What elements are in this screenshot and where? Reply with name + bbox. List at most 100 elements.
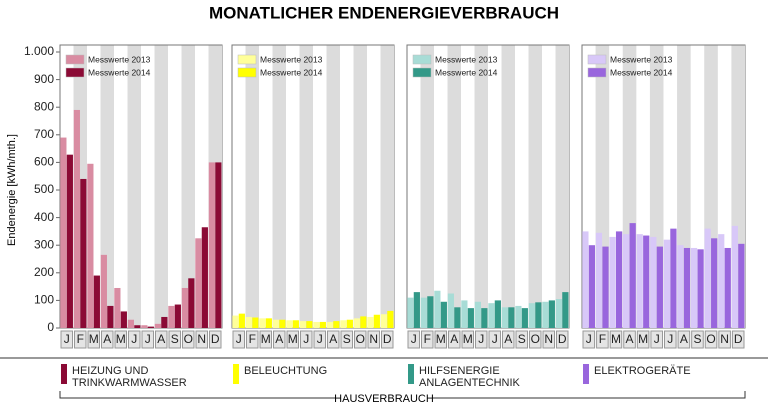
x-tick-label: N	[369, 332, 378, 346]
month-box	[259, 330, 272, 349]
legend-swatch	[587, 54, 607, 65]
month-box	[354, 330, 367, 349]
bar	[306, 321, 313, 328]
bar	[272, 319, 279, 328]
bar	[602, 246, 609, 328]
legend-swatch	[412, 67, 432, 78]
x-tick-label: M	[436, 332, 446, 346]
bar	[195, 238, 202, 328]
y-tick-label: 400	[34, 210, 54, 224]
legend-label: Messwerte 2013	[260, 54, 323, 64]
bar	[521, 308, 528, 328]
month-box	[475, 330, 488, 349]
x-tick-label: F	[77, 332, 84, 346]
bar	[697, 249, 704, 328]
bar	[154, 323, 161, 328]
bar	[643, 235, 650, 328]
bar	[677, 245, 684, 328]
bar	[447, 293, 454, 328]
x-tick-label: M	[288, 332, 298, 346]
legend-swatch	[587, 67, 607, 78]
category-label: BELEUCHTUNG	[244, 365, 328, 377]
month-box	[182, 330, 195, 349]
bar	[147, 326, 154, 328]
bar	[174, 304, 181, 328]
bar	[413, 292, 420, 328]
category-swatch	[233, 364, 239, 384]
category-swatch	[61, 364, 67, 384]
bar	[120, 311, 127, 328]
stripe	[353, 45, 367, 328]
bar	[373, 314, 380, 328]
x-tick-label: J	[131, 332, 137, 346]
bar	[319, 321, 326, 328]
month-box	[596, 330, 609, 349]
stripe	[299, 45, 313, 328]
y-tick-label: 0	[47, 320, 54, 334]
bar	[127, 319, 134, 328]
x-tick-label: J	[586, 332, 592, 346]
bar	[114, 287, 121, 328]
x-tick-label: M	[463, 332, 473, 346]
x-tick-label: M	[116, 332, 126, 346]
month-box	[650, 330, 664, 349]
bar	[656, 246, 663, 328]
stripe	[501, 45, 515, 328]
legend-label: Messwerte 2014	[610, 67, 673, 77]
month-box	[582, 330, 596, 349]
stripe	[272, 45, 286, 328]
month-box	[609, 330, 623, 349]
bar	[367, 316, 374, 328]
month-box	[87, 330, 100, 349]
stripe	[326, 45, 340, 328]
bar	[461, 300, 468, 328]
y-tick-label: 300	[34, 237, 54, 251]
x-tick-label: O	[531, 332, 540, 346]
bar	[326, 321, 333, 328]
bar	[615, 231, 623, 328]
bar	[252, 317, 259, 328]
legend-swatch	[237, 67, 257, 78]
x-tick-label: S	[693, 332, 701, 346]
bar	[528, 303, 535, 328]
x-tick-label: J	[478, 332, 484, 346]
bar	[313, 321, 320, 328]
bar	[718, 234, 725, 328]
bar	[595, 232, 603, 328]
category-swatch	[408, 364, 414, 384]
bar	[670, 228, 677, 328]
bar	[690, 247, 698, 328]
bar	[488, 303, 495, 328]
month-box	[155, 330, 168, 349]
month-box	[502, 330, 515, 349]
x-tick-label: J	[492, 332, 498, 346]
month-box	[542, 330, 555, 349]
x-tick-label: F	[599, 332, 606, 346]
month-box	[367, 330, 380, 349]
x-tick-label: O	[184, 332, 193, 346]
x-tick-label: J	[411, 332, 417, 346]
category-label: ELEKTROGERÄTE	[594, 365, 691, 377]
y-tick-label: 800	[34, 99, 54, 113]
bar	[387, 310, 394, 328]
x-tick-label: O	[706, 332, 715, 346]
bar	[427, 296, 434, 328]
x-tick-label: S	[171, 332, 179, 346]
bar	[265, 318, 272, 328]
stripe	[447, 45, 461, 328]
x-tick-label: D	[734, 332, 743, 346]
stripe	[420, 45, 434, 328]
month-box	[74, 330, 87, 349]
bar	[279, 319, 286, 328]
legend-label: Messwerte 2014	[435, 67, 498, 77]
chart-title: MONATLICHER ENDENERGIEVERBRAUCH	[209, 3, 559, 22]
month-box	[407, 330, 420, 349]
bar	[535, 302, 542, 328]
x-tick-label: D	[211, 332, 220, 346]
month-box	[195, 330, 208, 349]
x-tick-label: A	[504, 332, 512, 346]
legend-label: Messwerte 2014	[88, 67, 151, 77]
legend-swatch	[65, 54, 85, 65]
x-tick-label: A	[329, 332, 337, 346]
